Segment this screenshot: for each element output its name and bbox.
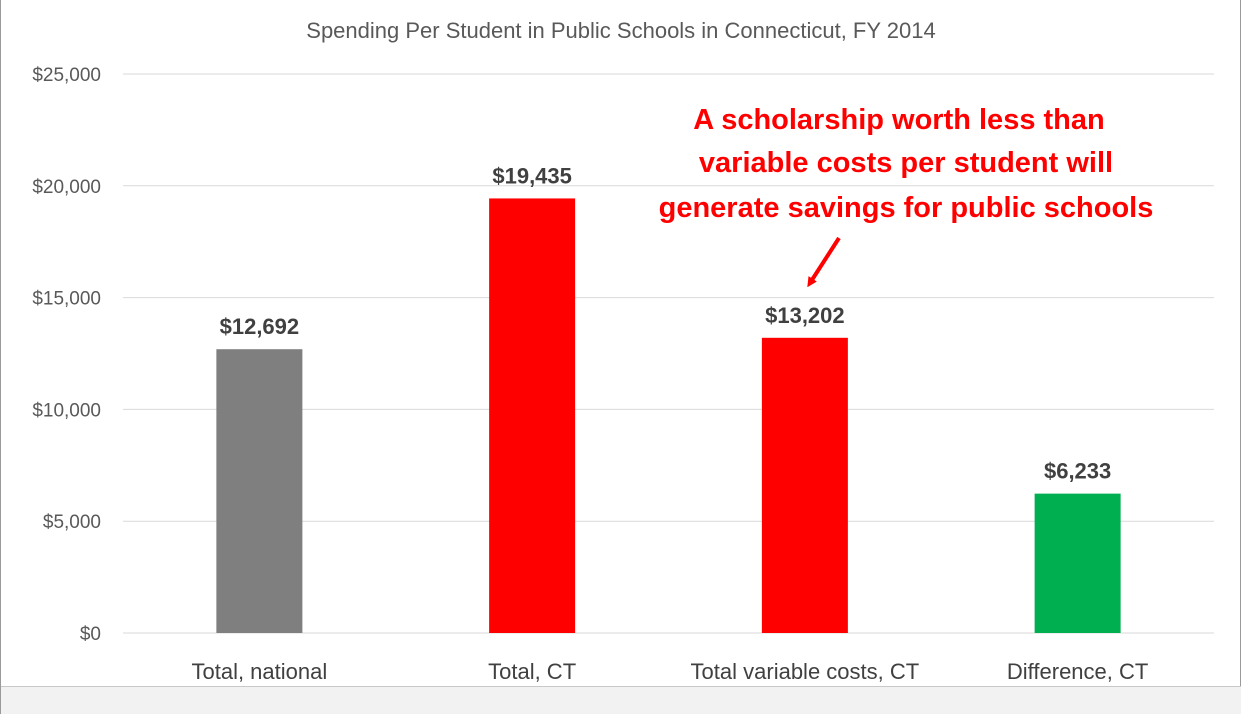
annotation-arrow (807, 236, 841, 288)
bar (1034, 493, 1121, 633)
data-label: $12,692 (220, 314, 300, 339)
annotation-line-1: A scholarship worth less than (693, 104, 1104, 136)
x-axis-category-labels: Total, national Total, CT Total variable c… (191, 659, 1148, 684)
bar (216, 349, 303, 633)
y-tick-label: $0 (80, 624, 101, 645)
window-bottom-strip (1, 686, 1241, 714)
data-label: $19,435 (492, 163, 572, 188)
bars (216, 198, 1121, 633)
bar (761, 337, 848, 633)
y-tick-label: $15,000 (32, 289, 101, 310)
annotation-line-3: generate savings for public schools (659, 192, 1154, 224)
annotation-line-2: variable costs per student will (699, 147, 1113, 179)
y-tick-label: $5,000 (43, 512, 101, 533)
category-label: Total, national (191, 659, 327, 684)
bar (489, 198, 576, 633)
y-tick-label: $10,000 (32, 400, 101, 421)
data-labels: $12,692 $19,435 $13,202 $6,233 (220, 163, 1112, 483)
gridlines (123, 73, 1214, 634)
y-tick-label: $20,000 (32, 177, 101, 198)
annotation: A scholarship worth less than variable c… (659, 104, 1154, 288)
category-label: Total variable costs, CT (691, 659, 920, 684)
y-axis-tick-labels: $0 $5,000 $10,000 $15,000 $20,000 $25,000 (32, 65, 101, 645)
data-label: $6,233 (1044, 459, 1111, 484)
category-label: Difference, CT (1007, 659, 1148, 684)
chart-title: Spending Per Student in Public Schools i… (306, 18, 935, 43)
data-label: $13,202 (765, 303, 845, 328)
category-label: Total, CT (488, 659, 576, 684)
y-tick-label: $25,000 (32, 65, 101, 86)
